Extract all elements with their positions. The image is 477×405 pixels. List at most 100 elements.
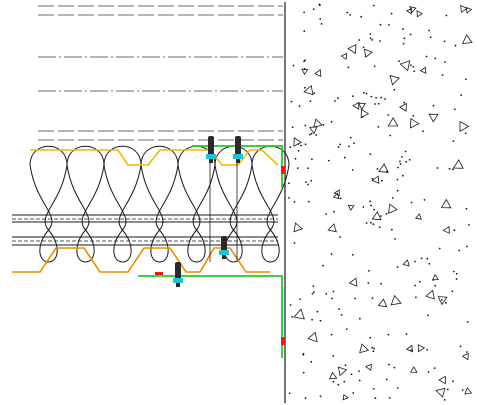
- aggregate-triangle: [405, 344, 414, 353]
- aggregate-triangle: [293, 137, 302, 147]
- aggregate-triangle: [461, 352, 469, 361]
- insulation-loop-top: [251, 145, 290, 166]
- aggregate-triangle: [398, 102, 407, 112]
- aggregate-triangle: [431, 274, 440, 281]
- aggregate-dot: [343, 380, 346, 383]
- aggregate-dot: [288, 182, 290, 185]
- aggregate-triangle: [387, 116, 399, 127]
- aggregate-dot: [339, 197, 342, 200]
- aggregate-dot: [371, 297, 374, 299]
- aggregate-dot: [319, 18, 322, 20]
- aggregate-triangle: [419, 66, 427, 74]
- screw-washer: [219, 250, 229, 255]
- aggregate-dot: [452, 168, 454, 171]
- aggregate-dot: [358, 39, 361, 41]
- insulation-loop-top: [29, 145, 68, 166]
- aggregate-dot: [369, 37, 372, 40]
- aggregate-triangle: [389, 74, 401, 86]
- aggregate-dot: [445, 14, 448, 17]
- insulation-loop-body: [177, 164, 206, 263]
- aggregate-dot: [293, 242, 296, 244]
- aggregate-dot: [310, 179, 313, 182]
- aggregate-dot: [428, 29, 430, 32]
- aggregate-dot: [425, 55, 428, 58]
- aggregate-dot: [420, 257, 423, 260]
- aggregate-dot: [401, 156, 403, 158]
- aggregate-dot: [468, 224, 470, 226]
- aggregate-dot: [415, 296, 417, 299]
- aggregate-dot: [387, 114, 390, 116]
- aggregate-dot: [377, 126, 380, 128]
- aggregate-dot: [344, 364, 347, 367]
- aggregate-dot: [434, 57, 437, 60]
- aggregate-dot: [291, 316, 293, 318]
- aggregate-dot: [352, 392, 355, 394]
- aggregate-triangle: [328, 371, 338, 380]
- aggregate-dot: [388, 363, 390, 366]
- concrete-aggregate-dots: [288, 3, 470, 401]
- screw-shank: [235, 136, 241, 158]
- aggregate-triangle: [371, 175, 380, 184]
- aggregate-dot: [302, 353, 305, 356]
- aggregate-dot: [337, 383, 340, 386]
- aggregate-dot: [360, 15, 363, 18]
- aggregate-dot: [370, 95, 373, 98]
- aggregate-triangle: [452, 159, 464, 169]
- aggregate-dot: [426, 348, 428, 351]
- aggregate-triangle: [409, 366, 418, 373]
- aggregate-triangle: [333, 189, 340, 197]
- aggregate-dot: [359, 317, 361, 320]
- aggregate-triangle: [390, 294, 402, 306]
- aggregate-dot: [375, 97, 377, 99]
- insulation-loop-cross: [192, 164, 216, 231]
- insulation-loop-body: [140, 164, 169, 263]
- aggregate-dot: [368, 270, 370, 272]
- aggregate-dot: [294, 157, 297, 160]
- aggregate-dot: [315, 134, 318, 136]
- aggregate-triangle: [307, 331, 318, 343]
- aggregate-dot: [397, 166, 399, 169]
- aggregate-dot: [372, 223, 375, 226]
- aggregate-dot: [322, 124, 325, 126]
- aggregate-triangle: [459, 120, 470, 132]
- aggregate-dot: [432, 104, 435, 107]
- screw-tip: [209, 159, 213, 163]
- aggregate-dot: [384, 98, 386, 100]
- aggregate-dot: [325, 213, 327, 215]
- aggregate-dot: [465, 207, 468, 210]
- aggregate-triangle: [337, 366, 348, 377]
- concrete-wall-section: [284, 2, 473, 403]
- aggregate-dot: [408, 158, 411, 161]
- aggregate-dot: [304, 86, 306, 89]
- aggregate-triangle: [364, 363, 372, 372]
- aggregate-triangle: [360, 108, 370, 119]
- aggregate-dot: [332, 355, 335, 357]
- aggregate-triangle: [327, 223, 337, 233]
- aggregate-dot: [391, 228, 393, 231]
- aggregate-dot: [465, 351, 468, 353]
- aggregate-dot: [418, 280, 421, 283]
- aggregate-triangle: [303, 84, 314, 96]
- aggregate-dot: [398, 60, 401, 62]
- aggregate-dot: [410, 201, 413, 204]
- aggregate-dot: [289, 146, 292, 149]
- aggregate-dot: [405, 333, 408, 335]
- aggregate-triangle: [438, 375, 446, 385]
- aggregate-dot: [380, 282, 382, 285]
- insulation-loop-cross: [155, 164, 179, 231]
- aggregate-triangle: [442, 226, 450, 234]
- aggregate-dot: [322, 264, 324, 267]
- aggregate-dot: [396, 387, 399, 389]
- aggregate-triangle: [301, 68, 309, 76]
- aggregate-dot: [379, 23, 382, 26]
- aggregate-dot: [303, 30, 306, 33]
- aggregate-dot: [458, 249, 461, 252]
- insulation-loop-top: [140, 145, 179, 166]
- aggregate-dot: [399, 160, 401, 163]
- aggregate-dot: [316, 310, 319, 313]
- aggregate-dot: [311, 158, 313, 161]
- aggregate-dot: [312, 8, 315, 11]
- aggregate-dot: [293, 200, 296, 203]
- screw-shank: [221, 236, 227, 254]
- aggregate-dot: [413, 70, 416, 72]
